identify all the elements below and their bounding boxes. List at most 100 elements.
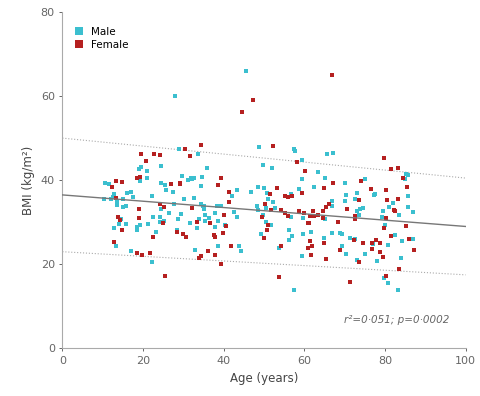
- Point: [336, 230, 344, 236]
- Point: [373, 258, 381, 264]
- Point: [157, 180, 165, 186]
- Point: [187, 219, 194, 226]
- Point: [263, 219, 270, 225]
- Point: [261, 201, 269, 207]
- Point: [204, 248, 212, 254]
- Point: [368, 246, 376, 253]
- Point: [149, 234, 157, 241]
- Point: [328, 198, 336, 205]
- Point: [215, 243, 222, 249]
- Point: [117, 216, 125, 222]
- Point: [295, 186, 302, 192]
- Point: [371, 192, 378, 198]
- Point: [136, 222, 144, 228]
- Point: [156, 152, 164, 158]
- Point: [267, 207, 275, 213]
- Point: [346, 235, 353, 242]
- Point: [329, 150, 337, 156]
- Point: [395, 286, 402, 293]
- Point: [220, 229, 228, 236]
- Point: [391, 232, 399, 238]
- Point: [300, 209, 308, 216]
- Point: [264, 227, 271, 233]
- Point: [328, 203, 336, 209]
- Point: [259, 212, 266, 218]
- Point: [276, 244, 283, 251]
- Point: [290, 145, 298, 152]
- Point: [351, 216, 359, 223]
- Point: [157, 206, 165, 212]
- Point: [398, 238, 406, 244]
- Point: [298, 190, 305, 197]
- Point: [306, 213, 314, 219]
- Point: [350, 237, 358, 243]
- Point: [118, 227, 126, 234]
- Point: [320, 235, 328, 241]
- Point: [120, 204, 127, 210]
- Point: [321, 240, 328, 246]
- Point: [396, 211, 403, 218]
- Point: [201, 217, 209, 224]
- Point: [273, 185, 281, 191]
- Point: [189, 176, 196, 183]
- Point: [410, 246, 418, 253]
- Point: [180, 195, 188, 202]
- Point: [341, 180, 349, 186]
- Point: [382, 272, 390, 279]
- Point: [353, 257, 361, 263]
- Point: [199, 203, 206, 209]
- Point: [242, 68, 250, 74]
- Point: [136, 174, 144, 180]
- Point: [198, 174, 205, 180]
- Point: [213, 203, 221, 209]
- Point: [287, 191, 295, 197]
- Point: [217, 261, 225, 267]
- Point: [228, 243, 235, 249]
- Point: [260, 162, 267, 169]
- Point: [184, 177, 192, 183]
- Point: [291, 147, 299, 154]
- Point: [137, 151, 144, 158]
- Point: [271, 205, 278, 211]
- Point: [187, 175, 195, 182]
- Point: [108, 183, 116, 190]
- Point: [112, 194, 120, 201]
- Point: [169, 188, 177, 195]
- Point: [402, 223, 410, 229]
- Point: [270, 199, 277, 206]
- Point: [107, 196, 115, 202]
- Point: [162, 187, 169, 193]
- Point: [194, 150, 202, 157]
- Point: [341, 198, 349, 204]
- Point: [306, 237, 314, 244]
- Point: [284, 194, 292, 200]
- Point: [329, 179, 337, 186]
- Point: [153, 229, 160, 236]
- Point: [237, 248, 245, 254]
- Point: [122, 203, 130, 209]
- Point: [211, 234, 218, 240]
- Point: [395, 266, 403, 272]
- Point: [254, 207, 262, 213]
- Point: [403, 171, 410, 177]
- Point: [205, 215, 213, 221]
- Point: [370, 240, 377, 247]
- Point: [135, 166, 143, 172]
- Point: [281, 193, 289, 200]
- Point: [355, 259, 362, 265]
- Point: [255, 144, 263, 150]
- Point: [298, 253, 306, 259]
- Point: [310, 213, 318, 219]
- Point: [216, 203, 224, 209]
- Point: [195, 255, 203, 261]
- Point: [285, 237, 293, 243]
- Point: [235, 243, 242, 249]
- Point: [159, 220, 167, 227]
- Point: [299, 230, 307, 237]
- Point: [119, 196, 127, 202]
- Point: [146, 250, 154, 256]
- Point: [394, 165, 401, 171]
- Point: [181, 146, 189, 152]
- Point: [228, 193, 236, 199]
- Point: [156, 219, 164, 225]
